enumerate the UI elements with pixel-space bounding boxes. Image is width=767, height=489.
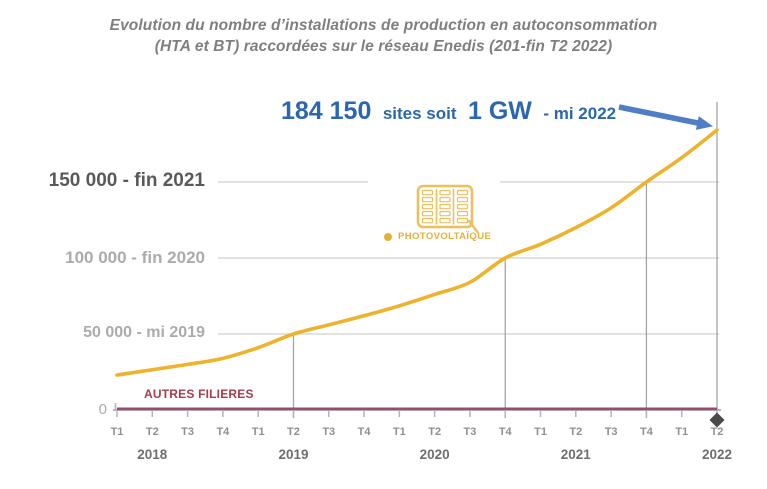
- solar-panel-icon-part: [456, 217, 469, 224]
- peak-annotation-gw: 1 GW: [467, 97, 532, 125]
- x-tick-label: T3: [463, 426, 477, 438]
- x-tick-label: T1: [675, 426, 689, 438]
- pv-legend-label: PHOTOVOLTAÏQUE: [398, 231, 492, 242]
- solar-panel-icon-part: [421, 196, 434, 203]
- solar-panel-icon-part: [467, 219, 479, 234]
- x-tick-label: T2: [145, 426, 159, 438]
- peak-annotation: 184 150 sites soit 1 GW - mi 2022: [281, 97, 616, 126]
- end-diamond-marker: [709, 412, 725, 428]
- solar-panel-icon-part: [456, 196, 469, 203]
- peak-annotation-value: 184 150: [281, 97, 372, 125]
- x-tick-label: T3: [322, 426, 336, 438]
- y-ref-label: 50 000 - mi 2019: [83, 323, 205, 341]
- solar-panel-icon-part: [439, 203, 451, 210]
- solar-panel-icon-part: [416, 184, 474, 229]
- x-tick-label: T1: [110, 426, 124, 438]
- pv-legend: PHOTOVOLTAÏQUE: [384, 231, 491, 242]
- solar-panel-icon-part: [421, 210, 434, 217]
- y-ref-label: 100 000 - fin 2020: [65, 247, 205, 267]
- chart-title-line1: Evolution du nombre d’installations de p…: [109, 17, 658, 34]
- x-tick-label: T4: [357, 426, 371, 438]
- x-tick-label: T1: [251, 426, 265, 438]
- x-tick-label: T3: [181, 426, 194, 438]
- solar-panel-icon-part: [456, 203, 469, 210]
- x-year-label: 2021: [560, 447, 591, 462]
- x-tick-label: T1: [534, 426, 547, 438]
- x-tick-label: T4: [216, 426, 230, 438]
- chart-title: Evolution du nombre d’installations de p…: [0, 15, 767, 57]
- autres-filieres-label: AUTRES FILIERES: [144, 387, 254, 401]
- x-year-label: 2020: [419, 447, 450, 462]
- y-ref-label: 150 000 - fin 2021: [48, 170, 205, 191]
- x-tick-label: T1: [392, 426, 406, 438]
- solar-panel-icon-part: [439, 217, 451, 224]
- x-year-label: 2018: [137, 447, 168, 462]
- x-tick-label: T4: [639, 426, 653, 438]
- peak-annotation-mid: sites soit: [382, 104, 457, 123]
- peak-annotation-tail: - mi 2022: [543, 104, 617, 123]
- chart-title-line2: (HTA et BT) raccordées sur le réseau Ene…: [154, 38, 613, 55]
- solar-panel-icon-part: [421, 189, 434, 196]
- x-tick-label: T3: [604, 426, 618, 438]
- legend-bullet-icon: [384, 232, 392, 241]
- x-tick-label: T4: [498, 426, 512, 438]
- x-tick-label: T2: [287, 426, 300, 438]
- x-tick-label: T2: [710, 426, 724, 438]
- solar-panel-icon-part: [439, 189, 451, 196]
- annotation-arrowhead-icon: [695, 116, 713, 130]
- x-tick-label: T2: [569, 426, 583, 438]
- solar-panel-icon-part: [456, 210, 469, 217]
- solar-panel-icon: [416, 184, 479, 234]
- solar-panel-icon-part: [456, 189, 469, 196]
- x-year-label: 2022: [701, 447, 733, 462]
- solar-panel-icon-part: [439, 196, 451, 203]
- pv-curve: [115, 128, 719, 377]
- x-tick-label: T2: [428, 426, 442, 438]
- solar-panel-icon-part: [421, 217, 434, 224]
- solar-panel-icon-part: [421, 203, 434, 210]
- solar-panel-icon-part: [439, 210, 451, 217]
- x-year-label: 2019: [278, 447, 309, 462]
- annotation-arrow-icon: [618, 104, 700, 127]
- y-zero-label: 0: [98, 401, 107, 418]
